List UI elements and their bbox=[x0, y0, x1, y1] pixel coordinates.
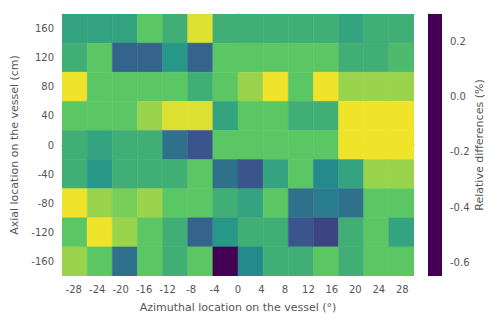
svg-text:0.0: 0.0 bbox=[450, 91, 466, 102]
svg-text:-0.2: -0.2 bbox=[450, 146, 470, 157]
svg-text:Azimuthal location on the vess: Azimuthal location on the vessel (°) bbox=[140, 301, 337, 314]
svg-text:-28: -28 bbox=[66, 284, 82, 295]
svg-text:-12: -12 bbox=[159, 284, 175, 295]
svg-text:16: 16 bbox=[325, 284, 338, 295]
svg-text:20: 20 bbox=[349, 284, 362, 295]
svg-text:-40: -40 bbox=[38, 169, 54, 180]
svg-text:0.2: 0.2 bbox=[450, 36, 466, 47]
svg-text:-80: -80 bbox=[38, 198, 54, 209]
svg-text:8: 8 bbox=[282, 284, 288, 295]
svg-text:28: 28 bbox=[396, 284, 409, 295]
svg-text:80: 80 bbox=[41, 81, 54, 92]
svg-text:-160: -160 bbox=[31, 256, 54, 267]
svg-text:Axial location on the vessel (: Axial location on the vessel (cm) bbox=[8, 55, 21, 235]
svg-text:Relative differences (%): Relative differences (%) bbox=[473, 79, 486, 210]
svg-text:-120: -120 bbox=[31, 227, 54, 238]
svg-text:120: 120 bbox=[35, 52, 54, 63]
svg-text:-4: -4 bbox=[210, 284, 220, 295]
svg-text:-8: -8 bbox=[186, 284, 196, 295]
svg-text:160: 160 bbox=[35, 23, 54, 34]
svg-text:40: 40 bbox=[41, 110, 54, 121]
svg-text:4: 4 bbox=[258, 284, 264, 295]
svg-text:-20: -20 bbox=[112, 284, 128, 295]
svg-text:-24: -24 bbox=[89, 284, 105, 295]
svg-text:0: 0 bbox=[48, 140, 54, 151]
svg-text:0: 0 bbox=[235, 284, 241, 295]
svg-text:-0.4: -0.4 bbox=[450, 202, 470, 213]
svg-text:-0.6: -0.6 bbox=[450, 257, 470, 268]
svg-text:24: 24 bbox=[372, 284, 385, 295]
svg-text:12: 12 bbox=[302, 284, 315, 295]
svg-text:-16: -16 bbox=[136, 284, 152, 295]
